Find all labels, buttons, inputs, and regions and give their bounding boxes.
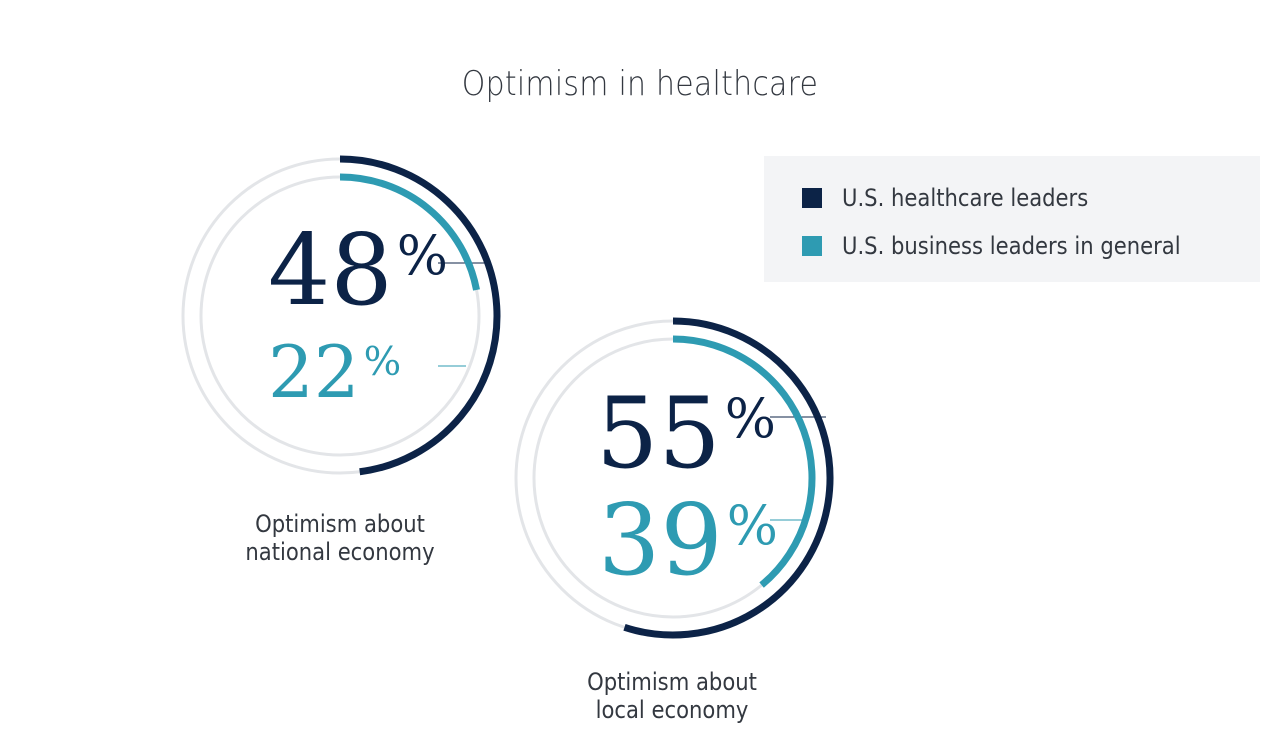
legend: U.S. healthcare leaders U.S. business le… bbox=[764, 156, 1260, 282]
legend-swatch-healthcare bbox=[802, 188, 822, 208]
value-national-healthcare: 48 bbox=[268, 214, 393, 328]
unit-national-healthcare: % bbox=[396, 224, 448, 288]
value-national-business: 22 bbox=[268, 330, 360, 414]
arc-local-business bbox=[672, 335, 816, 588]
value-label-national-business: 22% bbox=[268, 336, 401, 408]
legend-item-business: U.S. business leaders in general bbox=[802, 231, 1227, 261]
caption-local-line-1: Optimism about bbox=[587, 668, 757, 696]
unit-local-healthcare: % bbox=[724, 387, 776, 451]
value-label-local-healthcare: 55% bbox=[596, 385, 776, 483]
legend-label-business: U.S. business leaders in general bbox=[842, 232, 1181, 260]
legend-label-healthcare: U.S. healthcare leaders bbox=[842, 184, 1089, 212]
chart-title: Optimism in healthcare bbox=[461, 64, 819, 104]
arc-local-healthcare bbox=[623, 317, 834, 639]
caption-national-line-2: national economy bbox=[245, 538, 435, 566]
value-local-business: 39 bbox=[598, 484, 723, 598]
unit-national-business: % bbox=[363, 339, 402, 386]
caption-local: Optimism about local economy bbox=[540, 668, 804, 724]
unit-local-business: % bbox=[726, 494, 778, 558]
value-label-local-business: 39% bbox=[598, 492, 778, 590]
caption-national-line-1: Optimism about bbox=[255, 510, 425, 538]
value-local-healthcare: 55 bbox=[596, 377, 721, 491]
legend-swatch-business bbox=[802, 236, 822, 256]
arc-national-healthcare bbox=[339, 155, 501, 476]
legend-item-healthcare: U.S. healthcare leaders bbox=[802, 183, 1122, 213]
caption-local-line-2: local economy bbox=[595, 696, 749, 724]
caption-national: Optimism about national economy bbox=[208, 510, 472, 566]
value-label-national-healthcare: 48% bbox=[268, 222, 448, 320]
arc-national-business bbox=[339, 173, 480, 291]
